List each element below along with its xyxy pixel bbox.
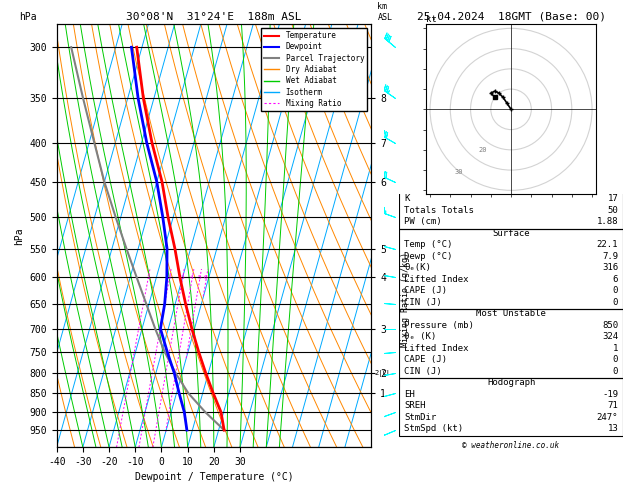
Text: 0: 0 xyxy=(613,367,618,376)
Text: 71: 71 xyxy=(608,401,618,410)
Text: -19: -19 xyxy=(602,390,618,399)
Text: 2|CL: 2|CL xyxy=(374,369,391,377)
Text: 50: 50 xyxy=(608,206,618,215)
Text: Hodograph: Hodograph xyxy=(487,378,535,387)
Text: CIN (J): CIN (J) xyxy=(404,298,442,307)
Text: 324: 324 xyxy=(602,332,618,341)
Text: 17: 17 xyxy=(608,194,618,204)
Text: 25.04.2024  18GMT (Base: 00): 25.04.2024 18GMT (Base: 00) xyxy=(416,12,606,22)
Text: 30°08'N  31°24'E  188m ASL: 30°08'N 31°24'E 188m ASL xyxy=(126,12,302,22)
Text: StmDir: StmDir xyxy=(404,413,436,422)
Text: 7.9: 7.9 xyxy=(602,252,618,261)
Text: 0: 0 xyxy=(613,286,618,295)
Text: Mixing Ratio (g/kg): Mixing Ratio (g/kg) xyxy=(401,252,410,347)
Text: CAPE (J): CAPE (J) xyxy=(404,355,447,364)
Text: 6: 6 xyxy=(204,275,208,280)
Text: SREH: SREH xyxy=(404,401,425,410)
Text: K: K xyxy=(404,194,409,204)
Text: 20: 20 xyxy=(479,147,487,153)
Text: Most Unstable: Most Unstable xyxy=(476,309,546,318)
Text: StmSpd (kt): StmSpd (kt) xyxy=(404,424,463,433)
Text: 0: 0 xyxy=(613,355,618,364)
Bar xyxy=(399,378,623,435)
Bar xyxy=(399,229,623,309)
Text: 6: 6 xyxy=(613,275,618,284)
Text: 1: 1 xyxy=(613,344,618,353)
Text: 850: 850 xyxy=(602,321,618,330)
Text: Totals Totals: Totals Totals xyxy=(404,206,474,215)
Text: 13: 13 xyxy=(608,424,618,433)
Text: 1: 1 xyxy=(146,275,150,280)
Text: hPa: hPa xyxy=(19,12,36,22)
Text: 22.1: 22.1 xyxy=(597,241,618,249)
Text: EH: EH xyxy=(404,390,415,399)
Y-axis label: hPa: hPa xyxy=(14,227,24,244)
Text: 30: 30 xyxy=(454,169,463,175)
Text: 5: 5 xyxy=(198,275,201,280)
Text: θₑ(K): θₑ(K) xyxy=(404,263,431,272)
Text: Pressure (mb): Pressure (mb) xyxy=(404,321,474,330)
Text: Dewp (°C): Dewp (°C) xyxy=(404,252,452,261)
Text: 3: 3 xyxy=(181,275,184,280)
Text: 0: 0 xyxy=(613,298,618,307)
Text: Lifted Index: Lifted Index xyxy=(404,344,469,353)
Text: © weatheronline.co.uk: © weatheronline.co.uk xyxy=(462,441,560,451)
Text: kt: kt xyxy=(426,15,437,23)
Text: θₑ (K): θₑ (K) xyxy=(404,332,436,341)
Text: 4: 4 xyxy=(190,275,194,280)
Text: 1.88: 1.88 xyxy=(597,217,618,226)
Text: km
ASL: km ASL xyxy=(377,2,392,22)
X-axis label: Dewpoint / Temperature (°C): Dewpoint / Temperature (°C) xyxy=(135,472,293,483)
Text: CAPE (J): CAPE (J) xyxy=(404,286,447,295)
Legend: Temperature, Dewpoint, Parcel Trajectory, Dry Adiabat, Wet Adiabat, Isotherm, Mi: Temperature, Dewpoint, Parcel Trajectory… xyxy=(261,28,367,111)
Text: CIN (J): CIN (J) xyxy=(404,367,442,376)
Text: 316: 316 xyxy=(602,263,618,272)
Bar xyxy=(399,309,623,378)
Text: 247°: 247° xyxy=(597,413,618,422)
Text: Temp (°C): Temp (°C) xyxy=(404,241,452,249)
Text: Surface: Surface xyxy=(493,229,530,238)
Text: Lifted Index: Lifted Index xyxy=(404,275,469,284)
Text: PW (cm): PW (cm) xyxy=(404,217,442,226)
Text: 2: 2 xyxy=(167,275,171,280)
Bar xyxy=(399,191,623,229)
